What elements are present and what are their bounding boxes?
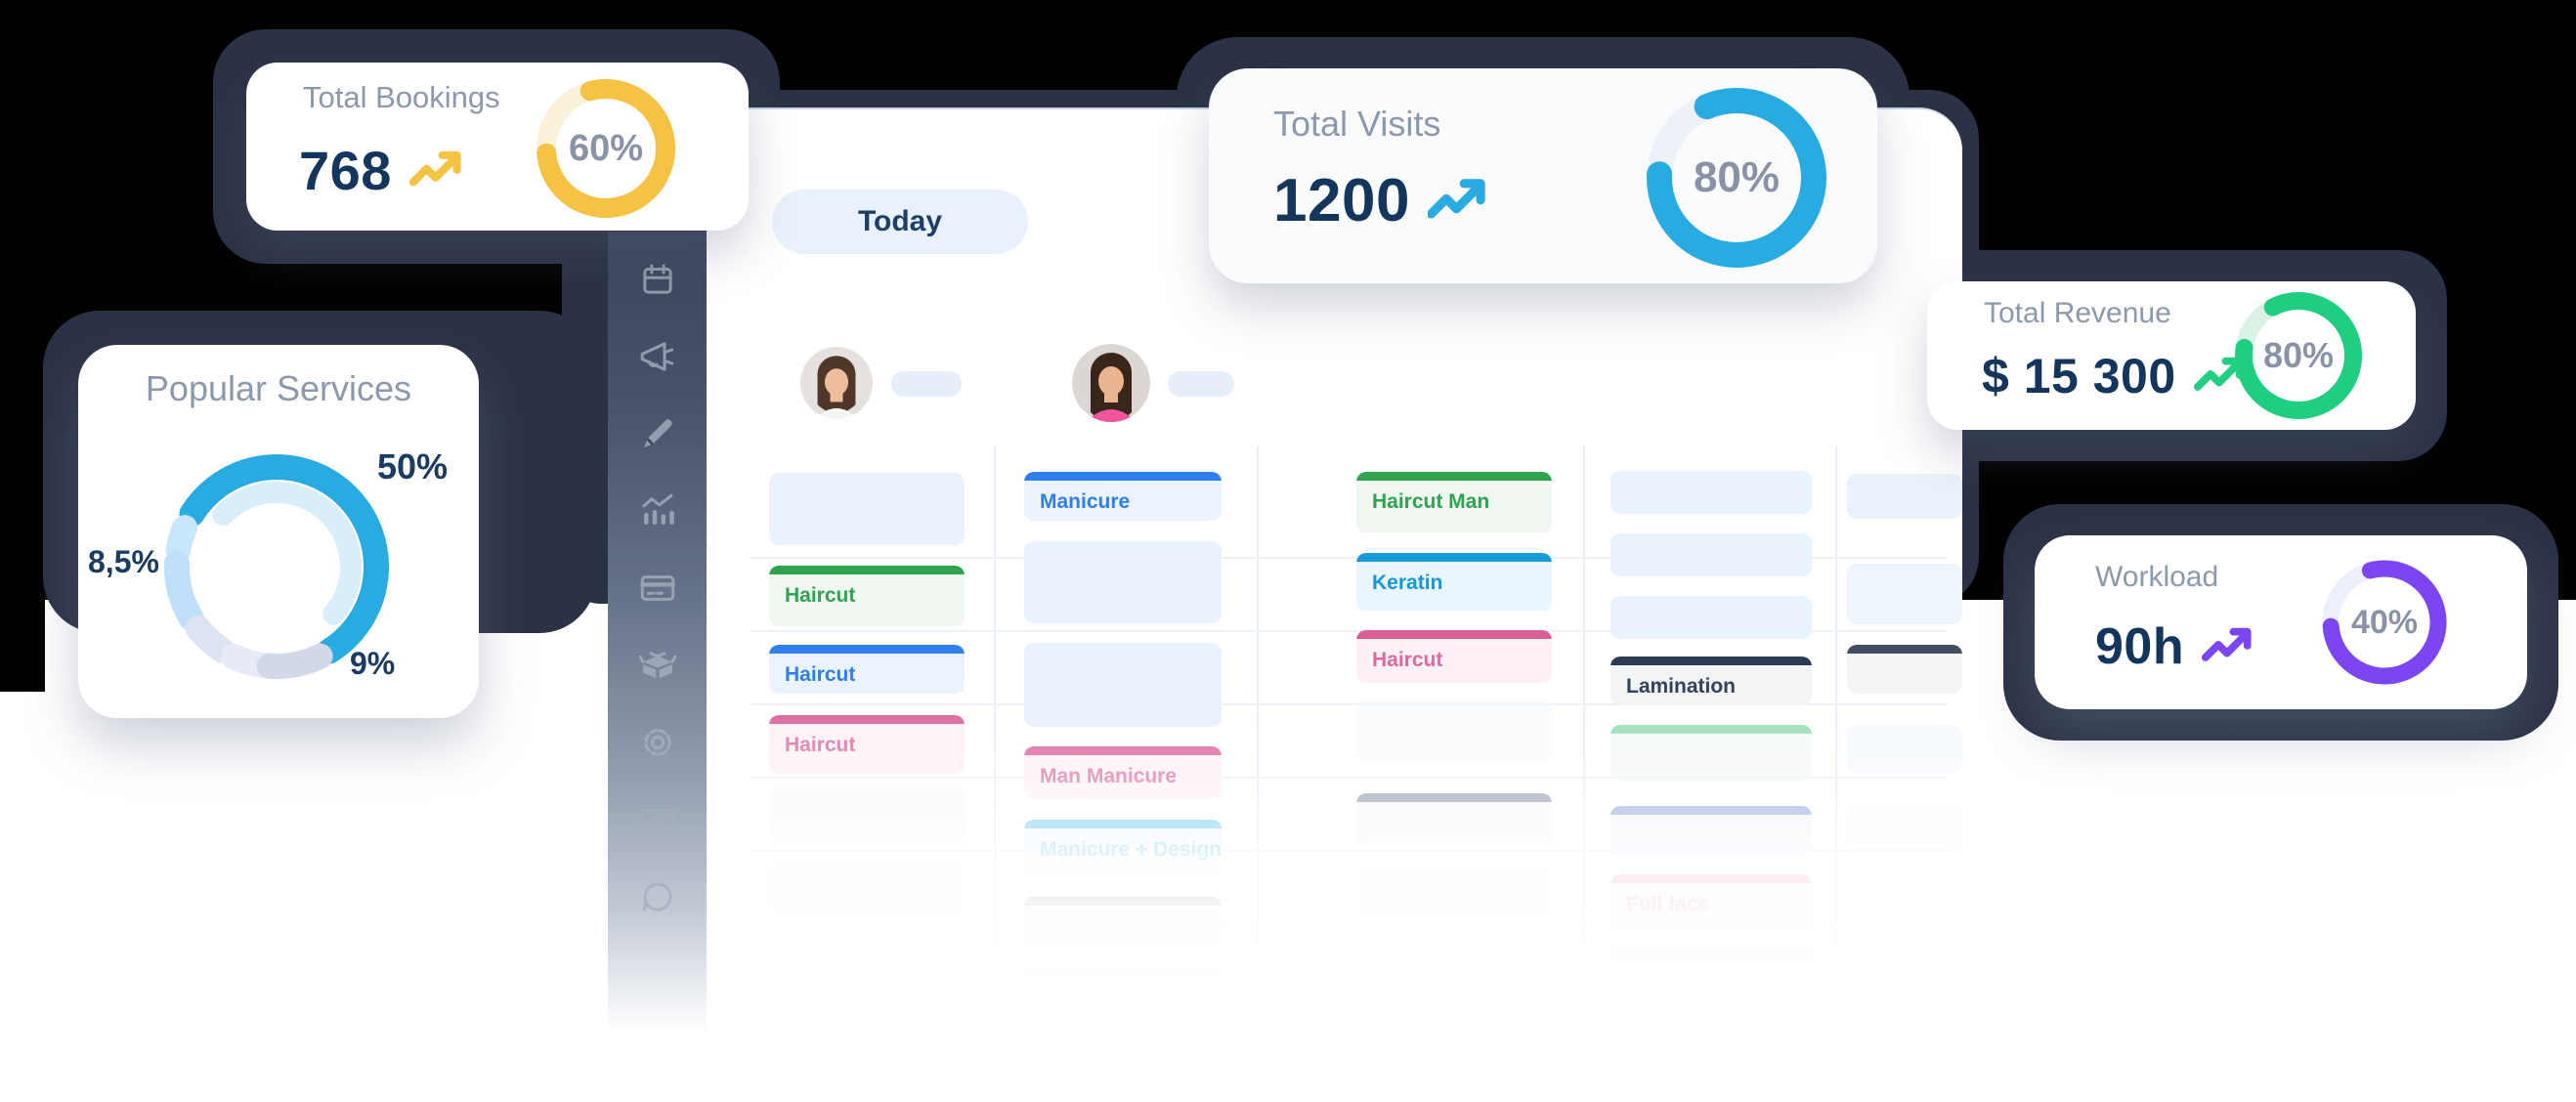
appointment-slot xyxy=(1610,596,1812,639)
megaphone-icon[interactable] xyxy=(637,336,678,377)
stylist-2-name-placeholder xyxy=(1168,371,1234,397)
workload-percent: 40% xyxy=(2350,603,2419,641)
chat-icon[interactable] xyxy=(637,876,678,917)
appointment-lamination[interactable]: Lamination xyxy=(1610,657,1812,705)
total-visits-title: Total Visits xyxy=(1273,104,1441,144)
workload-card: Workload 90h 40% xyxy=(2035,535,2527,709)
appointment-manicure[interactable]: Manicure xyxy=(1024,472,1222,521)
appointment-man-manicure[interactable]: Man Manicure xyxy=(1024,746,1222,798)
appointment-slot xyxy=(1024,541,1222,623)
donut-callout-50: 50% xyxy=(377,446,449,487)
credit-card-icon[interactable] xyxy=(637,568,678,609)
column-divider xyxy=(1257,446,1259,991)
stylist-2-avatar[interactable] xyxy=(1072,344,1150,422)
total-visits-percent: 80% xyxy=(1693,153,1781,201)
appointment-slot xyxy=(1024,968,1222,991)
total-revenue-card: Total Revenue $ 15 300 80% xyxy=(1927,281,2416,430)
today-button[interactable]: Today xyxy=(772,190,1028,254)
total-visits-gauge: 80% xyxy=(1644,85,1829,271)
trend-up-icon xyxy=(2202,627,2252,661)
stylist-1-avatar[interactable] xyxy=(800,347,873,419)
appointment-slot xyxy=(1847,645,1962,694)
appointment-haircut[interactable]: Haircut xyxy=(769,715,965,774)
appointment-label: Haircut xyxy=(785,663,856,686)
row-divider xyxy=(751,557,1948,559)
total-visits-value: 1200 xyxy=(1273,167,1410,234)
donut-callout-8-5: 8,5% xyxy=(88,544,159,579)
appointment-slot xyxy=(1024,897,1222,949)
popular-services-title: Popular Services xyxy=(145,368,412,408)
appointment-label: Lamination xyxy=(1626,675,1737,698)
appointment-slot xyxy=(1610,725,1812,782)
total-revenue-percent: 80% xyxy=(2262,335,2335,375)
appointment-label: Manicure + Design xyxy=(1040,838,1222,861)
appointment-full-face[interactable]: Full face xyxy=(1610,874,1812,928)
appointment-slot xyxy=(1610,806,1812,857)
workload-gauge: 40% xyxy=(2316,554,2453,691)
total-bookings-percent: 60% xyxy=(568,127,644,169)
stylist-1-name-placeholder xyxy=(891,371,962,397)
appointment-label: Haircut Man xyxy=(1372,490,1490,513)
popular-services-card: Popular Services 50% 8,5% 9% xyxy=(78,345,479,718)
left-black-margin xyxy=(0,0,45,692)
total-bookings-card: Total Bookings 768 60% xyxy=(246,63,749,231)
appointment-label: Haircut xyxy=(1372,649,1443,671)
appointment-slot xyxy=(1610,471,1812,514)
total-bookings-title: Total Bookings xyxy=(303,80,500,114)
package-icon[interactable] xyxy=(637,645,678,686)
gear-icon[interactable] xyxy=(637,722,678,763)
column-divider xyxy=(1583,446,1585,991)
appointment-slot xyxy=(769,858,965,918)
total-bookings-value: 768 xyxy=(299,140,392,201)
row-divider xyxy=(751,703,1948,705)
appointment-manicure-design[interactable]: Manicure + Design xyxy=(1024,820,1222,875)
total-visits-card: Total Visits 1200 80% xyxy=(1209,68,1877,283)
appointment-slot xyxy=(1356,866,1552,924)
total-revenue-gauge: 80% xyxy=(2230,287,2367,424)
appointment-slot xyxy=(769,473,965,545)
appointment-slot xyxy=(1356,701,1552,762)
column-divider xyxy=(994,446,996,991)
workload-title: Workload xyxy=(2095,561,2219,593)
appointment-slot xyxy=(1024,643,1222,727)
appointment-haircut-man[interactable]: Haircut Man xyxy=(1356,472,1552,532)
appointment-label: Manicure xyxy=(1040,490,1131,513)
total-bookings-gauge: 60% xyxy=(533,75,679,222)
workload-value: 90h xyxy=(2095,618,2185,675)
pencil-icon[interactable] xyxy=(637,413,678,454)
total-revenue-title: Total Revenue xyxy=(1984,297,2171,329)
appointment-slot xyxy=(1847,803,1962,852)
appointment-haircut[interactable]: Haircut xyxy=(1356,630,1552,683)
banknote-icon[interactable] xyxy=(637,799,678,840)
appointment-label: Full face xyxy=(1626,893,1710,915)
donut-callout-9: 9% xyxy=(350,646,396,681)
appointment-slot xyxy=(1356,793,1552,846)
popular-services-donut xyxy=(164,454,389,679)
appointment-label: Man Manicure xyxy=(1040,765,1178,787)
appointment-slot xyxy=(1610,533,1812,576)
appointment-haircut[interactable]: Haircut xyxy=(769,645,965,694)
column-divider xyxy=(1835,446,1837,991)
appointment-slot xyxy=(769,785,965,842)
appointment-keratin[interactable]: Keratin xyxy=(1356,553,1552,611)
appointment-slot xyxy=(1847,725,1962,774)
row-divider xyxy=(751,630,1948,632)
appointment-slot xyxy=(1610,946,1812,987)
calendar-icon[interactable] xyxy=(637,259,678,300)
trend-up-icon xyxy=(1427,178,1485,219)
trend-up-icon xyxy=(408,150,461,187)
appointment-label: Haircut xyxy=(785,734,856,756)
appointment-slot xyxy=(1356,938,1552,985)
app-sidebar xyxy=(608,232,707,1033)
analytics-icon[interactable] xyxy=(637,490,678,531)
appointment-label: Keratin xyxy=(1372,572,1443,594)
total-revenue-value: $ 15 300 xyxy=(1982,349,2176,403)
appointment-slot xyxy=(1847,564,1962,624)
appointment-haircut[interactable]: Haircut xyxy=(769,566,965,626)
appointment-label: Haircut xyxy=(785,584,856,607)
appointment-slot xyxy=(1847,474,1962,519)
